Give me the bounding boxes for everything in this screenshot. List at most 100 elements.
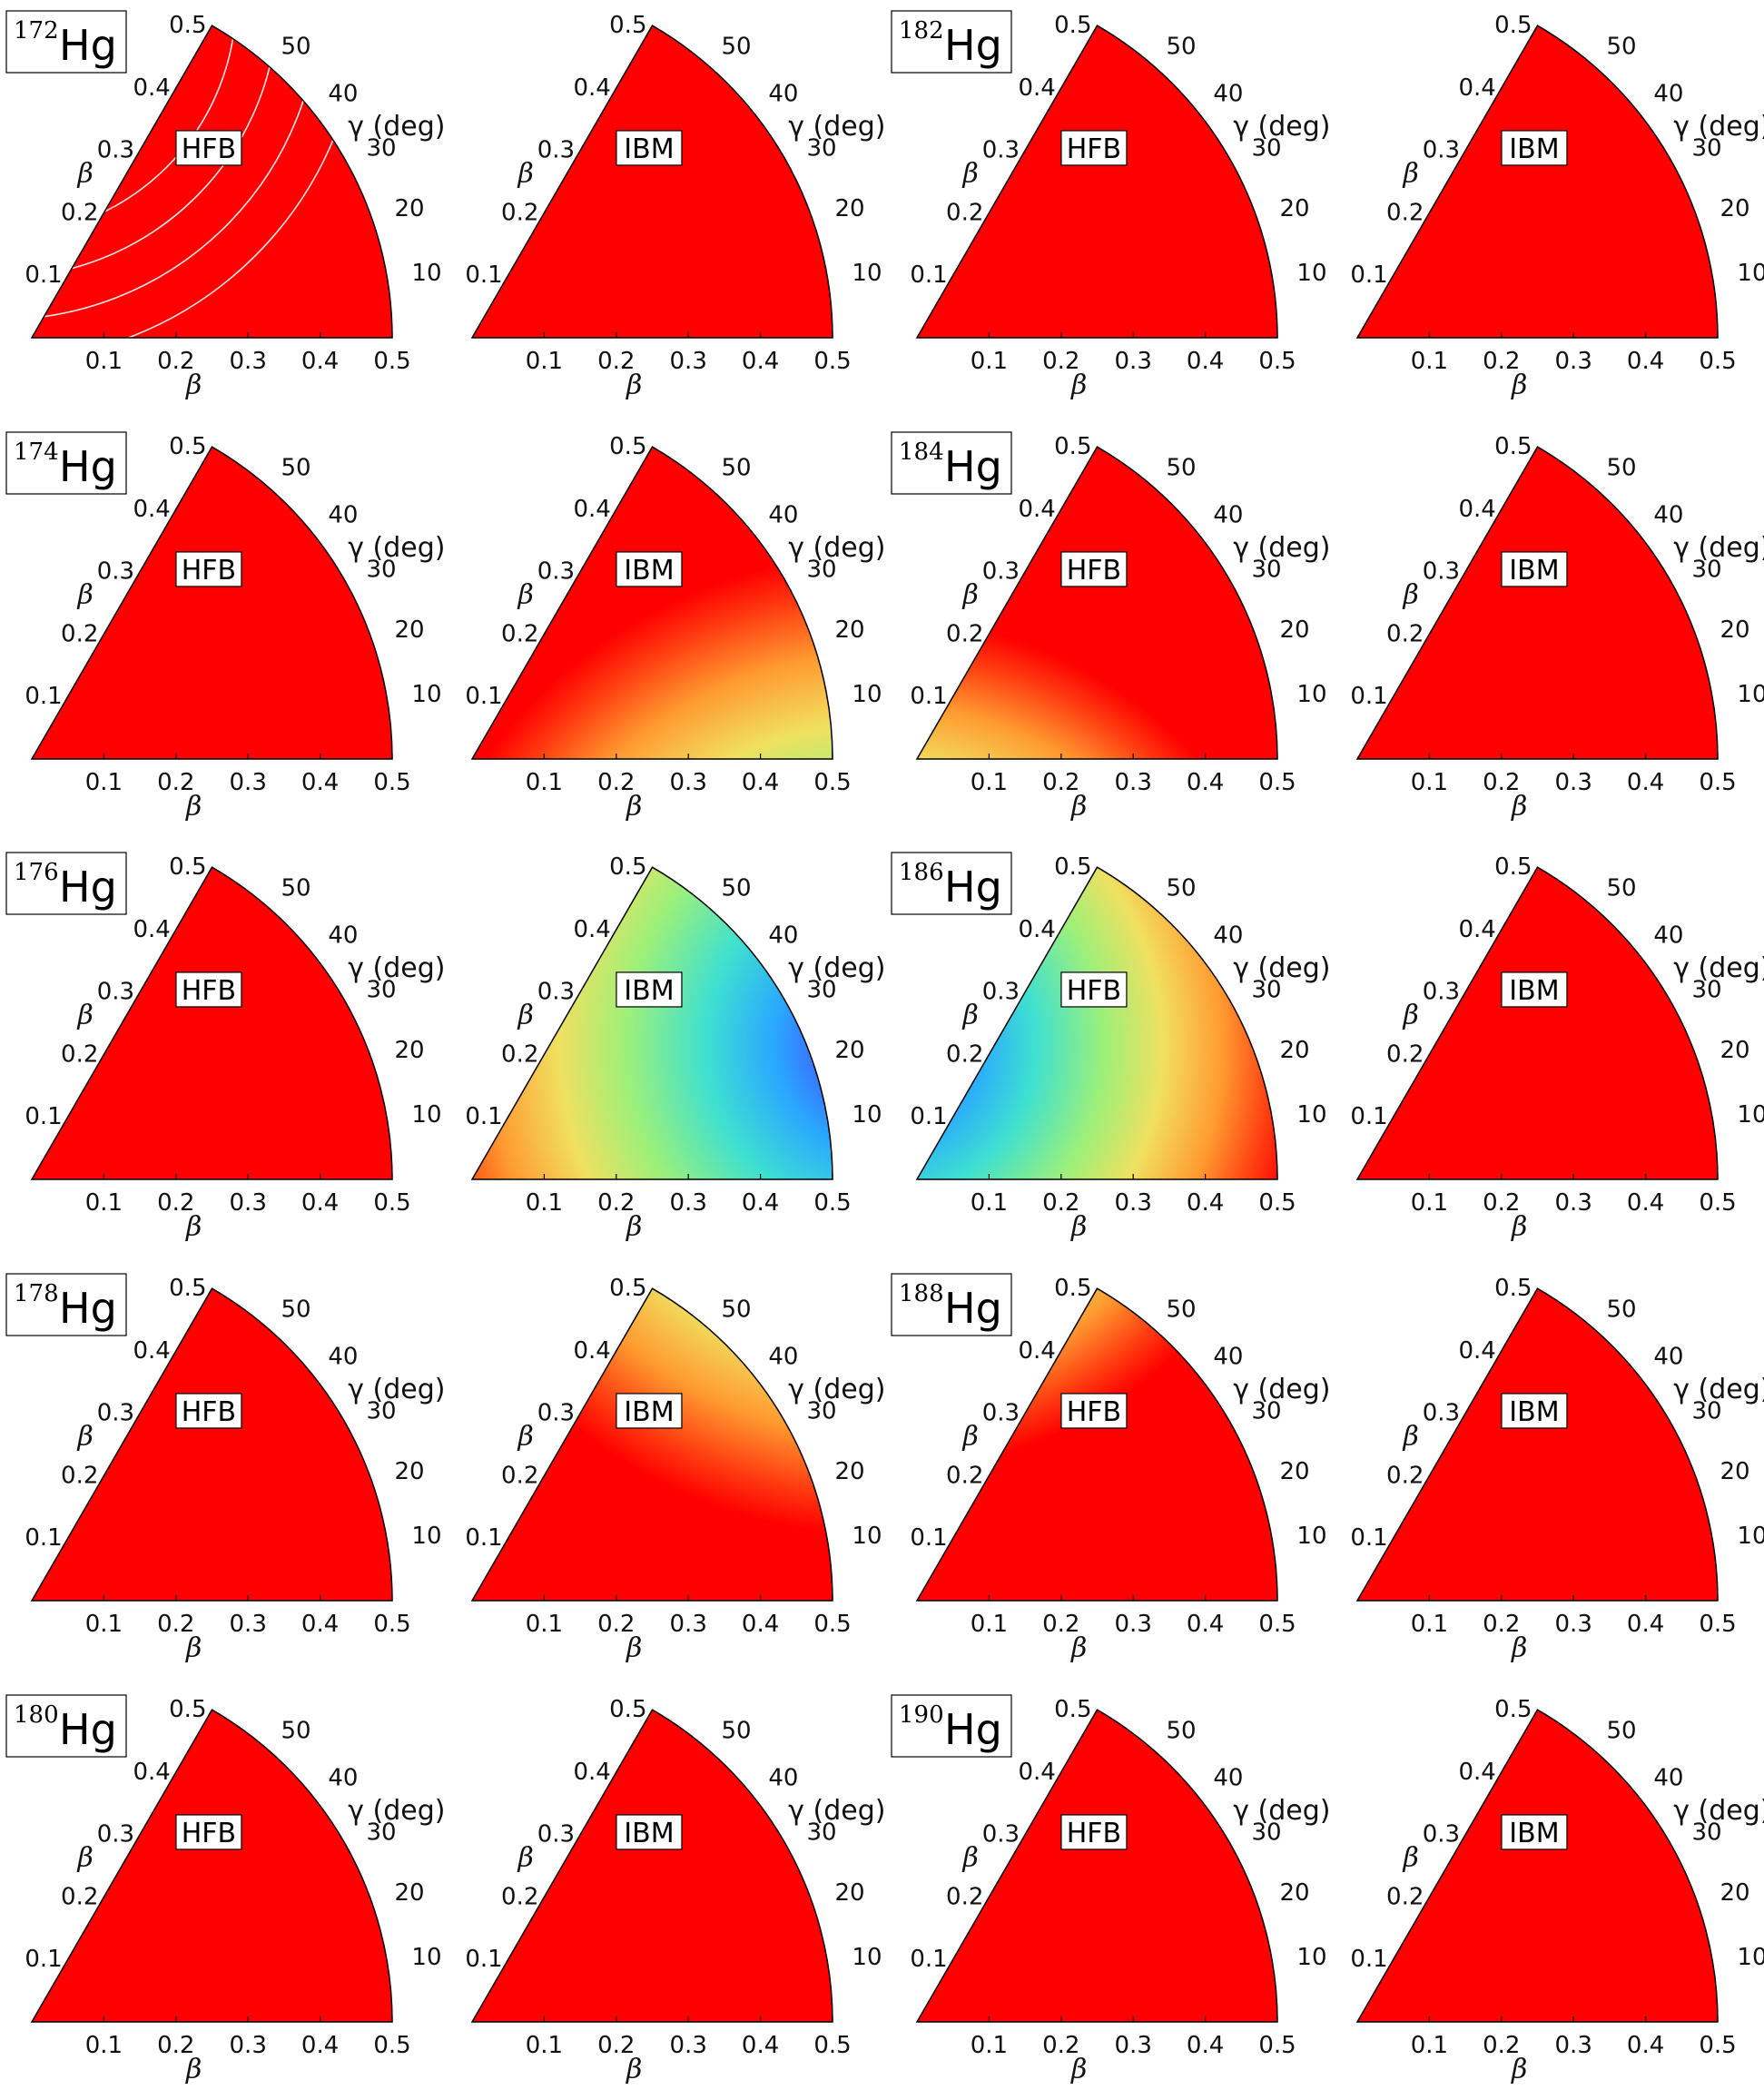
contour-label: 2.5 [0,0,9,3]
contour-label: 0.5 [0,0,9,3]
contour-label: 0.5 [0,0,9,3]
gamma-tick: 30 [1251,1398,1281,1425]
isotope-mass: 180 [14,1701,59,1729]
sector-outline [30,446,393,760]
beta-tick-diag: 0.5 [1054,1275,1091,1302]
beta-tick-x: 0.1 [85,2032,123,2059]
gamma-tick: 20 [1279,195,1309,222]
beta-tick-x: 0.3 [1555,1189,1592,1217]
contour-label: 3.5 [0,0,9,3]
gamma-tick: 30 [366,135,396,163]
beta-axis-label-diag: β [1403,1000,1419,1031]
gamma-axis-label: γ (deg) [788,1374,885,1405]
method-badge: HFB [1067,555,1121,587]
contour-label: 2.5 [0,0,9,3]
gamma-tick: 10 [411,1944,441,1971]
beta-tick-diag: 0.4 [1018,1759,1055,1786]
contour-label: 1.5 [0,0,9,3]
contour-label: 2.5 [0,0,9,3]
isotope-element: Hg [59,863,117,912]
beta-axis-label-x: β [626,370,642,401]
beta-tick-x: 0.4 [301,2032,339,2059]
method-badge-box [1060,971,1128,1008]
contour-label: 4.5 [0,0,9,3]
gamma-tick: 20 [834,195,864,222]
pes-surface [472,1710,833,2022]
beta-tick-diag: 0.1 [910,683,947,710]
beta-tick-diag: 0.2 [946,1883,983,1910]
beta-tick-x: 0.5 [1258,1611,1296,1638]
beta-tick-diag: 0.2 [1386,1040,1424,1068]
beta-tick-diag: 0.3 [1423,137,1460,164]
beta-tick-diag: 0.2 [946,620,983,647]
beta-tick-diag: 0.5 [169,853,206,881]
beta-tick-x: 0.4 [1627,1611,1664,1638]
beta-tick-diag: 0.4 [133,1337,170,1365]
gamma-tick: 10 [1296,681,1326,708]
beta-axis-label-diag: β [517,158,534,190]
contour-label: 2.0 [0,0,9,3]
isotope-element: Hg [944,1284,1002,1333]
beta-tick-x: 0.1 [526,1611,563,1638]
beta-tick-x: 0.1 [1411,2032,1448,2059]
contour-label: 4.0 [0,0,9,3]
contour-label: 2.0 [0,0,9,3]
beta-tick-diag: 0.5 [1054,433,1091,460]
beta-axis-label-x: β [1511,370,1527,401]
contour-label: 2.0 [0,0,9,3]
contour-label: 3.0 [0,0,9,3]
method-badge: IBM [624,975,674,1007]
contour-label: 1.0 [0,0,9,3]
beta-tick-diag: 0.1 [25,1524,62,1552]
beta-tick-diag: 0.3 [982,558,1020,586]
contour-label: 1.5 [0,0,9,3]
contour-label: 1.0 [0,0,9,3]
isotope-element: Hg [59,1705,117,1754]
contour-label: 4.0 [0,0,9,3]
beta-tick-x: 0.1 [85,1611,123,1638]
pes-panel-188-hfb: 0.51.01.52.02.53.03.54.04.50.10.10.20.20… [0,0,1330,1664]
contour-label: 2.5 [0,0,9,3]
method-badge: HFB [182,975,236,1007]
gamma-tick: 50 [1606,875,1636,902]
beta-tick-diag: 0.5 [169,12,206,39]
contour-label: 0.5 [0,0,9,3]
beta-tick-diag: 0.4 [133,916,170,943]
beta-tick-diag: 0.5 [1054,853,1091,881]
gamma-tick: 20 [834,1879,864,1907]
gamma-tick: 20 [1279,1879,1309,1907]
contour-label: 2.5 [0,0,9,3]
beta-tick-diag: 0.2 [946,1040,983,1068]
contour-label: 2.0 [0,0,9,3]
gamma-axis-label: γ (deg) [788,111,885,143]
contour-label: 1.5 [0,0,9,3]
contour-label: 0.5 [0,0,9,3]
gamma-tick: 30 [1251,977,1281,1004]
contour-label: 2.0 [0,0,9,3]
beta-tick-diag: 0.3 [982,137,1020,164]
beta-tick-diag: 0.5 [1494,1696,1532,1723]
contour-label: 4.5 [0,0,9,3]
sector-outline [1355,1287,1719,1602]
gamma-tick: 40 [328,1344,358,1371]
gamma-tick: 50 [721,34,751,61]
gamma-tick: 30 [366,1398,396,1425]
method-badge-box [1501,971,1568,1008]
gamma-axis-label: γ (deg) [1673,952,1764,984]
gamma-axis-label: γ (deg) [348,111,445,143]
gamma-tick: 10 [411,1523,441,1550]
gamma-tick: 30 [1251,1819,1281,1847]
contour-label: 4.5 [0,0,9,3]
gamma-tick: 20 [394,1037,424,1064]
sector-outline [30,25,393,339]
gamma-axis-label: γ (deg) [1673,1374,1764,1405]
beta-tick-diag: 0.4 [573,1337,610,1365]
gamma-tick: 30 [1691,977,1721,1004]
gamma-tick: 10 [1296,260,1326,287]
beta-tick-diag: 0.2 [1386,199,1424,226]
contour-label: 1.0 [0,0,9,3]
sector-outline [1355,1709,1719,2023]
contour-label: 3.0 [0,0,9,3]
isotope-label-184: 184 Hg [891,431,1012,495]
contour-label: 3.0 [0,0,9,3]
